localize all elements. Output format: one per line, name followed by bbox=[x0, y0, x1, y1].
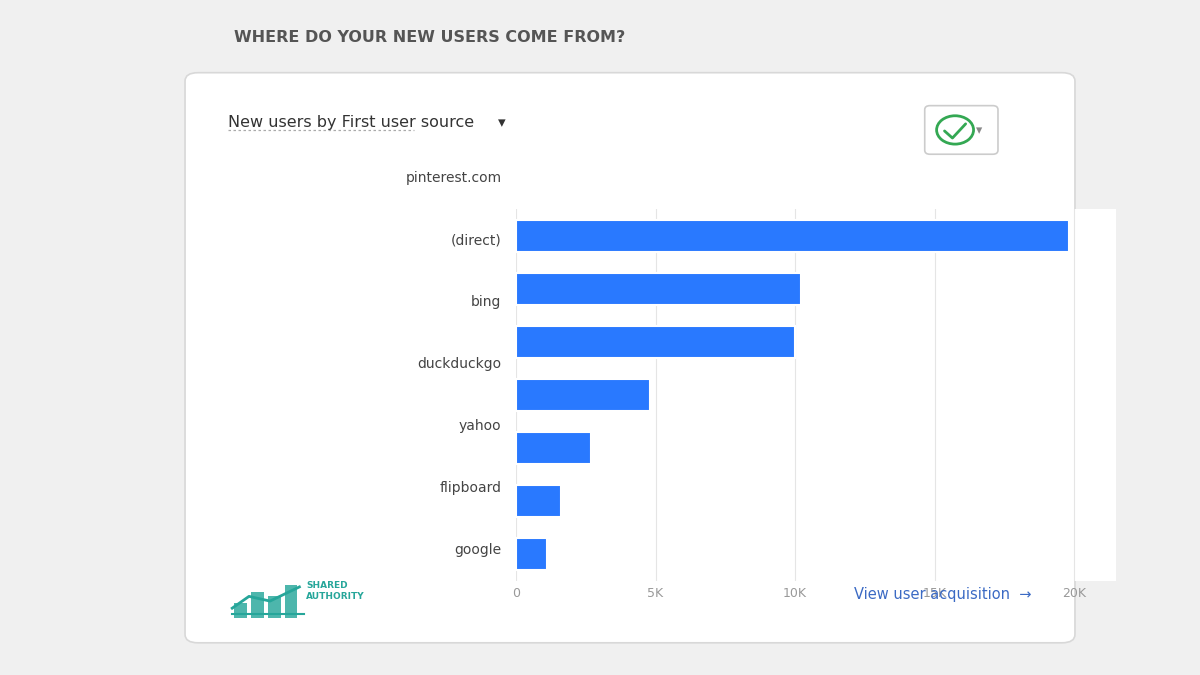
Text: View user acquisition  →: View user acquisition → bbox=[854, 587, 1032, 601]
Bar bbox=[516, 432, 592, 464]
Text: ▾: ▾ bbox=[977, 124, 983, 138]
Text: WHERE DO YOUR NEW USERS COME FROM?: WHERE DO YOUR NEW USERS COME FROM? bbox=[234, 30, 625, 45]
Bar bbox=[516, 273, 800, 304]
Bar bbox=[516, 538, 547, 570]
Bar bbox=[516, 220, 1068, 252]
Bar bbox=[516, 326, 796, 358]
Text: SHARED
AUTHORITY: SHARED AUTHORITY bbox=[306, 580, 365, 601]
Bar bbox=[284, 585, 298, 618]
Text: bing: bing bbox=[472, 295, 502, 309]
Text: flipboard: flipboard bbox=[439, 481, 502, 495]
Bar bbox=[234, 603, 247, 618]
Bar bbox=[516, 485, 560, 517]
Bar bbox=[268, 597, 281, 618]
Text: New users by First user source: New users by First user source bbox=[228, 115, 474, 130]
Text: yahoo: yahoo bbox=[458, 418, 502, 433]
Text: pinterest.com: pinterest.com bbox=[406, 171, 502, 186]
Text: ▾: ▾ bbox=[498, 115, 505, 130]
FancyBboxPatch shape bbox=[925, 106, 998, 155]
Text: google: google bbox=[455, 543, 502, 557]
Bar bbox=[251, 591, 264, 618]
Circle shape bbox=[937, 116, 973, 144]
Text: (direct): (direct) bbox=[451, 233, 502, 247]
Bar bbox=[516, 379, 650, 411]
FancyBboxPatch shape bbox=[185, 73, 1075, 643]
Text: duckduckgo: duckduckgo bbox=[418, 357, 502, 371]
